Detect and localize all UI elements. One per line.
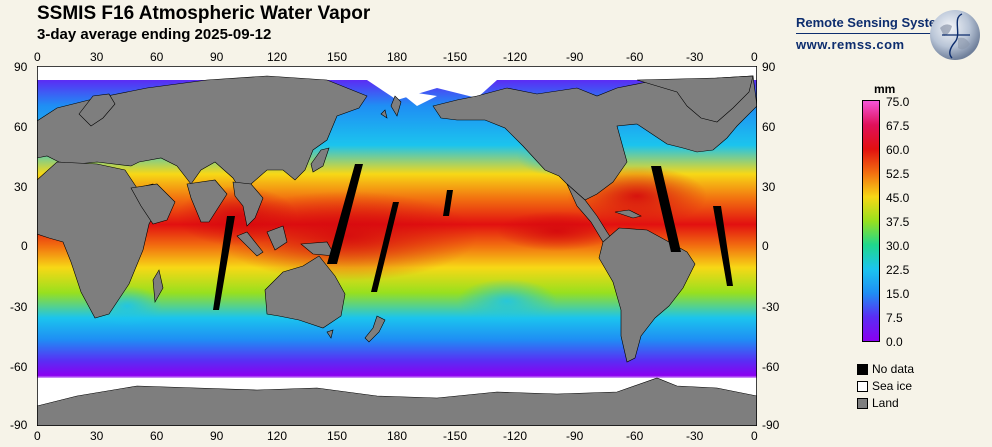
land-caribbean [614,209,642,219]
land-australia [264,255,346,329]
legend-label: Sea ice [872,379,913,393]
land-tasmania [326,329,334,339]
colorbar-label: 37.5 [886,215,910,229]
land-japan [310,147,330,173]
lat-tick-left: -60 [10,360,28,374]
legend-item-no-data: No data [857,362,914,376]
legend-label: Land [872,396,899,410]
colorbar-label: 60.0 [886,143,910,157]
lon-tick-bottom: 150 [327,429,348,443]
lon-tick-top: 60 [150,50,164,64]
lat-tick-right: -30 [762,300,780,314]
lat-tick-right: 90 [762,60,776,74]
colorbar-label: 0.0 [886,335,903,349]
land-scandinavia [78,93,116,127]
lon-tick-top: 0 [751,50,758,64]
land-madagascar [152,269,164,303]
land-alaska [432,75,757,201]
lat-tick-left: 60 [14,120,28,134]
lon-tick-top: -60 [626,50,644,64]
land-new-zealand [364,315,386,343]
lon-tick-bottom: 0 [751,429,758,443]
colorbar-label: 75.0 [886,95,910,109]
colorbar-label: 22.5 [886,263,910,277]
lat-tick-left: 90 [14,60,28,74]
globe-logo-icon [930,10,980,60]
colorbar-label: 52.5 [886,167,910,181]
water-vapor-map[interactable] [37,66,757,426]
land-arabia [130,183,176,225]
lon-tick-bottom: 30 [90,429,104,443]
lon-tick-top: 0 [34,50,41,64]
colorbar-label: 7.5 [886,311,903,325]
land-india [186,179,228,223]
colorbar-label: 30.0 [886,239,910,253]
legend-item-land: Land [857,396,899,410]
lon-tick-top: -150 [443,50,468,64]
lat-tick-right: 0 [762,239,769,253]
lat-tick-left: 30 [14,180,28,194]
legend-item-sea-ice: Sea ice [857,379,912,393]
lon-tick-top: 150 [327,50,348,64]
land-borneo [266,225,288,251]
legend-swatch [857,380,868,392]
lon-tick-top: -30 [686,50,704,64]
lon-tick-bottom: 180 [387,429,408,443]
lon-tick-top: 30 [90,50,104,64]
colorbar-label: 67.5 [886,119,910,133]
lat-tick-left: 0 [21,239,28,253]
lon-tick-bottom: 90 [210,429,224,443]
map-title: SSMIS F16 Atmospheric Water Vapor [37,3,371,24]
lon-tick-top: -90 [566,50,584,64]
legend-swatch [857,397,868,409]
lon-tick-bottom: 120 [267,429,288,443]
land-masses [37,75,757,426]
lat-tick-left: -30 [10,300,28,314]
lon-tick-top: 180 [387,50,408,64]
lat-tick-right: -60 [762,360,780,374]
lon-tick-top: 120 [267,50,288,64]
land-antarctica [37,377,757,426]
land-africa [37,161,160,319]
colorbar-label: 15.0 [886,287,910,301]
brand-url[interactable]: www.remss.com [796,37,905,52]
colorbar [862,100,880,342]
lat-tick-right: -90 [762,418,780,432]
no-data-swaths [213,164,733,310]
brand-divider [796,33,952,34]
map-frame [37,66,757,426]
land-southeast-asia [232,181,264,227]
lon-tick-bottom: -150 [443,429,468,443]
land-europe-asia [37,75,368,195]
lon-tick-bottom: 60 [150,429,164,443]
lon-tick-top: -120 [503,50,528,64]
lon-tick-top: 90 [210,50,224,64]
colorbar-label: 45.0 [886,191,910,205]
lon-tick-bottom: -120 [503,429,528,443]
land-uk [380,95,402,119]
land-south-america [598,227,696,363]
legend-swatch [857,363,868,375]
land-greenland [636,75,754,123]
lon-tick-bottom: -60 [626,429,644,443]
lon-tick-bottom: -30 [686,429,704,443]
brand-name: Remote Sensing Systems [796,15,955,30]
colorbar-units: mm [874,82,896,96]
land-sumatra [236,231,264,257]
ocean-water-vapor-field [37,66,757,426]
lon-tick-bottom: -90 [566,429,584,443]
legend-label: No data [872,362,915,376]
lat-tick-right: 30 [762,180,776,194]
lat-tick-left: -90 [10,418,28,432]
lat-tick-right: 60 [762,120,776,134]
map-subtitle: 3-day average ending 2025-09-12 [37,26,272,43]
lon-tick-bottom: 0 [34,429,41,443]
